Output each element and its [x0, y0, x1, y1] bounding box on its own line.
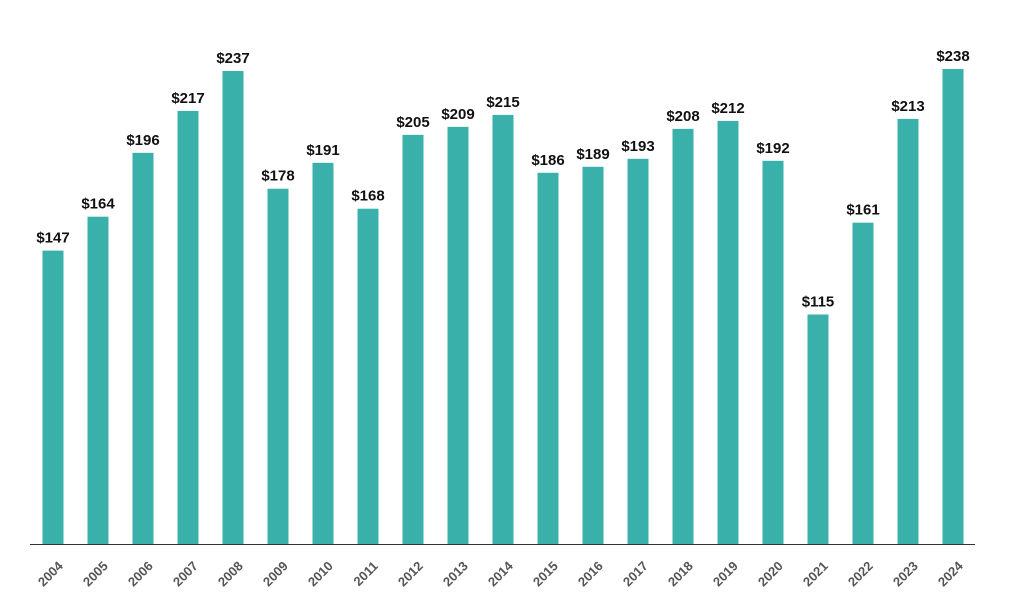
x-tick-label-2021: 2021: [800, 558, 831, 589]
value-label-2023: $213: [891, 98, 924, 115]
x-tick-label-2018: 2018: [665, 558, 696, 589]
bar-2010: [312, 162, 334, 544]
bar-2011: [357, 208, 379, 545]
x-tick-label-2004: 2004: [35, 558, 67, 590]
x-tick-label-2007: 2007: [170, 558, 201, 589]
bar-2009: [267, 188, 289, 544]
bar-2005: [87, 216, 109, 544]
value-label-2006: $196: [126, 132, 159, 149]
bar-2023: [897, 118, 919, 544]
value-labels-layer: $147 $164 $196 $217 $237 $178 $191 $168 $205 $209…: [36, 48, 969, 310]
bar-2022: [852, 222, 874, 545]
bar-2004: [42, 250, 64, 544]
value-label-2019: $212: [711, 100, 744, 117]
value-label-2005: $164: [81, 196, 115, 213]
x-tick-label-2015: 2015: [530, 558, 561, 589]
value-label-2016: $189: [576, 146, 609, 163]
value-label-2018: $208: [666, 108, 699, 125]
x-tick-label-2006: 2006: [125, 558, 156, 589]
x-tick-label-2024: 2024: [935, 558, 967, 590]
value-label-2010: $191: [306, 142, 339, 159]
x-tick-label-2020: 2020: [755, 558, 786, 589]
bar-2024: [942, 69, 964, 544]
x-tick-label-2023: 2023: [890, 558, 921, 589]
bar-2017: [627, 158, 649, 545]
x-tick-label-2009: 2009: [260, 558, 291, 589]
value-label-2022: $161: [846, 202, 879, 219]
value-label-2013: $209: [441, 106, 474, 123]
value-label-2021: $115: [802, 293, 835, 310]
x-tick-label-2008: 2008: [215, 558, 246, 589]
x-tick-label-2005: 2005: [80, 558, 111, 589]
value-label-2020: $192: [756, 140, 789, 157]
x-tick-label-2011: 2011: [350, 558, 381, 589]
x-tick-label-2022: 2022: [845, 558, 876, 589]
x-tick-label-2013: 2013: [440, 558, 471, 589]
value-label-2004: $147: [36, 230, 69, 247]
value-label-2012: $205: [396, 114, 429, 131]
value-label-2011: $168: [351, 188, 384, 205]
bar-2013: [447, 126, 469, 545]
bar-2016: [582, 166, 604, 544]
bar-2008: [222, 70, 244, 545]
x-tick-label-2012: 2012: [395, 558, 426, 589]
bar-2012: [402, 134, 424, 545]
value-label-2015: $186: [531, 152, 564, 169]
bar-2007: [177, 110, 199, 544]
bar-2015: [537, 172, 559, 545]
bar-2018: [672, 128, 694, 544]
x-tick-label-2014: 2014: [485, 558, 517, 590]
value-label-2009: $178: [261, 168, 294, 185]
x-tick-label-2019: 2019: [710, 558, 741, 589]
bar-2014: [492, 114, 514, 545]
bar-2021: [807, 314, 829, 544]
x-tick-labels-layer: 2004 2005 2006 2007 2008 2009 2010 2011 2012 2013…: [35, 558, 967, 590]
value-label-2008: $237: [216, 50, 249, 67]
value-label-2007: $217: [171, 90, 204, 107]
bars-layer: [42, 69, 964, 545]
x-tick-label-2016: 2016: [575, 558, 606, 589]
bar-2020: [762, 160, 784, 545]
x-tick-label-2010: 2010: [305, 558, 336, 589]
value-label-2017: $193: [621, 138, 654, 155]
value-label-2024: $238: [936, 48, 969, 65]
value-label-2014: $215: [486, 94, 519, 111]
x-tick-label-2017: 2017: [620, 558, 651, 589]
bar-2006: [132, 152, 154, 544]
bar-2019: [717, 120, 739, 545]
